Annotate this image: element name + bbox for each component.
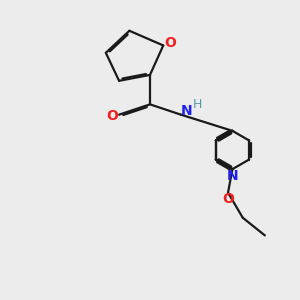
Text: O: O [107, 109, 118, 123]
Text: N: N [180, 104, 192, 118]
Text: N: N [226, 169, 238, 183]
Text: O: O [222, 192, 234, 206]
Text: H: H [192, 98, 202, 111]
Text: O: O [164, 36, 176, 50]
